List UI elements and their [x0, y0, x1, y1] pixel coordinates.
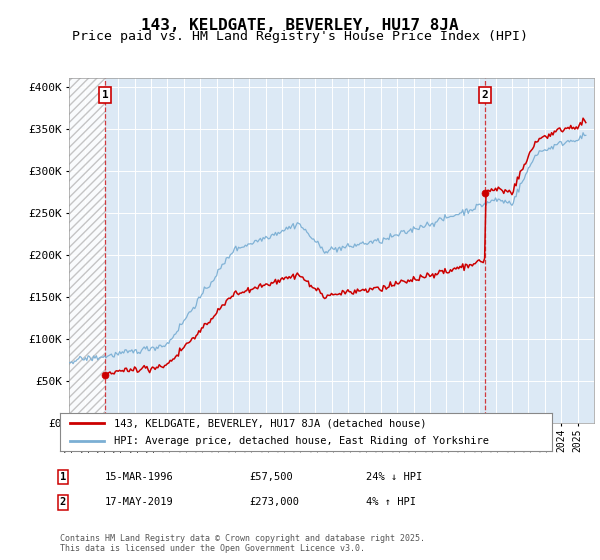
- Text: Contains HM Land Registry data © Crown copyright and database right 2025.
This d: Contains HM Land Registry data © Crown c…: [60, 534, 425, 553]
- Text: 15-MAR-1996: 15-MAR-1996: [105, 472, 174, 482]
- Text: 1: 1: [102, 90, 109, 100]
- Text: 17-MAY-2019: 17-MAY-2019: [105, 497, 174, 507]
- Text: 143, KELDGATE, BEVERLEY, HU17 8JA (detached house): 143, KELDGATE, BEVERLEY, HU17 8JA (detac…: [114, 418, 427, 428]
- Text: 4% ↑ HPI: 4% ↑ HPI: [366, 497, 416, 507]
- Text: 1: 1: [60, 472, 66, 482]
- Bar: [69, 78, 105, 423]
- Text: HPI: Average price, detached house, East Riding of Yorkshire: HPI: Average price, detached house, East…: [114, 436, 489, 446]
- Text: £273,000: £273,000: [249, 497, 299, 507]
- Text: 2: 2: [60, 497, 66, 507]
- Text: 143, KELDGATE, BEVERLEY, HU17 8JA: 143, KELDGATE, BEVERLEY, HU17 8JA: [141, 18, 459, 33]
- Text: Price paid vs. HM Land Registry's House Price Index (HPI): Price paid vs. HM Land Registry's House …: [72, 30, 528, 43]
- Text: 2: 2: [482, 90, 488, 100]
- Text: 24% ↓ HPI: 24% ↓ HPI: [366, 472, 422, 482]
- Text: £57,500: £57,500: [249, 472, 293, 482]
